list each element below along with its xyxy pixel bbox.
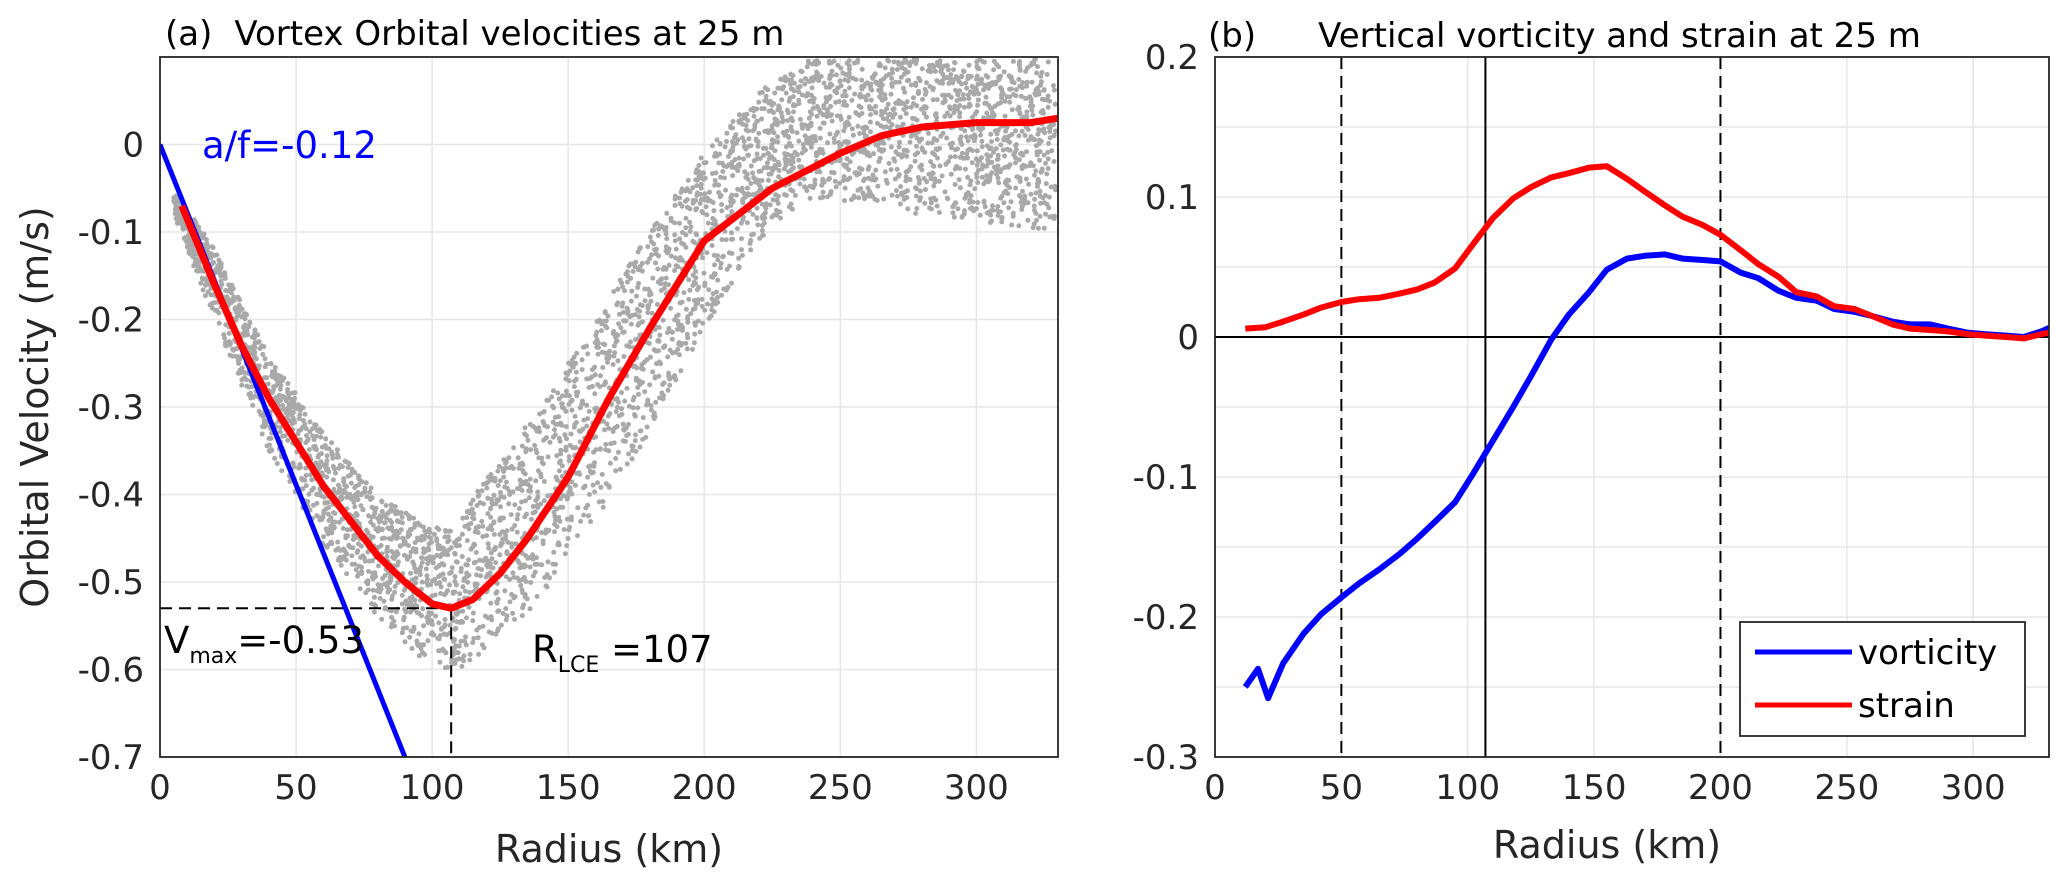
legend-strain-label: strain [1858,686,1955,726]
panel-b-ytick-label: -0.2 [1133,598,1199,638]
panel-b-guide-lines [1215,57,2049,757]
vmax-value: =-0.53 [237,619,364,662]
panel-a-xtick-label: 50 [274,768,317,808]
vorticity-line [1242,251,2049,702]
panel-a-ylabel: Orbital Velocity (m/s) [13,206,57,607]
panel-b-frame [1214,56,2050,758]
strain-line [1245,163,2049,342]
panel-b-xtick-label: 200 [1688,768,1753,808]
panel-a-xtick-label: 200 [672,768,737,808]
panel-a-guide-lines [160,607,453,757]
rlce-symbol: R [532,628,558,671]
legend: vorticity strain [1739,621,2026,737]
vmax-symbol: V [164,619,189,662]
rlce-annotation: RLCE =107 [532,628,713,678]
panel-b-label: (b) [1208,16,1256,56]
panel-a-xtick-label: 150 [536,768,601,808]
panel-a: 0 50 100 150 200 250 300 0 -0.1 -0.2 -0.3 -0.4 -0.5 -… [13,14,1059,871]
panel-b-title: (b) Vertical vorticity and strain at 25 m [1208,16,1921,56]
panel-b-xtick-label: 50 [1320,768,1363,808]
panel-a-ytick-label: -0.7 [78,738,144,778]
legend-box [1739,621,2026,737]
panel-a-title-text: Vortex Orbital velocities at 25 m [234,14,784,54]
panel-b-xtick-label: 150 [1562,768,1627,808]
panel-a-ytick-label: 0 [122,126,144,166]
panel-a-title: (a) Vortex Orbital velocities at 25 m [165,14,784,54]
panel-a-xlabel: Radius (km) [495,827,723,871]
panel-a-ytick-label: -0.4 [78,476,144,516]
panel-a-ytick-label: -0.6 [78,651,144,691]
panel-b-ytick-label: -0.3 [1133,738,1199,778]
panel-a-ytick-label: -0.2 [78,301,144,341]
panel-b-xtick-label: 100 [1435,768,1500,808]
panel-a-ytick-label: -0.5 [78,563,144,603]
panel-a-xtick-label: 0 [149,768,171,808]
panel-a-tick-labels: 0 50 100 150 200 250 300 0 -0.1 -0.2 -0.3 -0.4 -0.5 -… [78,126,1009,809]
panel-b-ytick-label: 0 [1177,318,1199,358]
vmax-annotation: Vmax=-0.53 [164,619,364,669]
panel-a-ytick-label: -0.1 [78,213,144,253]
mean-velocity-line [178,114,1058,612]
panel-a-ytick-label: -0.3 [78,388,144,428]
panel-b-title-text: Vertical vorticity and strain at 25 m [1318,16,1921,56]
panel-b-ytick-label: -0.1 [1133,458,1199,498]
legend-vorticity-label: vorticity [1858,633,1997,673]
panel-b-xtick-label: 0 [1204,768,1226,808]
panel-a-frame [159,56,1059,758]
rlce-value: =107 [599,628,712,671]
panel-a-xtick-label: 300 [944,768,1009,808]
rlce-subscript: LCE [558,653,600,678]
slope-annotation: a/f=-0.12 [202,124,377,167]
panel-b-ytick-label: 0.1 [1145,178,1199,218]
panel-b-tick-labels: 0 50 100 150 200 250 300 0.2 0.1 0 -0.1 -0.2 -0.3 [1133,38,2006,808]
panel-b: 0 50 100 150 200 250 300 0.2 0.1 0 -0.1 -0.2 -0.3 (b… [1133,16,2050,867]
panel-a-xtick-label: 250 [808,768,873,808]
panel-a-label: (a) [165,14,212,54]
panel-a-series [160,114,1058,757]
panel-b-ytick-label: 0.2 [1145,38,1199,78]
panel-b-xlabel: Radius (km) [1493,823,1721,867]
panel-b-series [1242,163,2049,702]
panel-b-xtick-label: 300 [1941,768,2006,808]
panel-a-xtick-label: 100 [400,768,465,808]
vmax-subscript: max [189,644,237,669]
panel-b-xtick-label: 250 [1814,768,1879,808]
